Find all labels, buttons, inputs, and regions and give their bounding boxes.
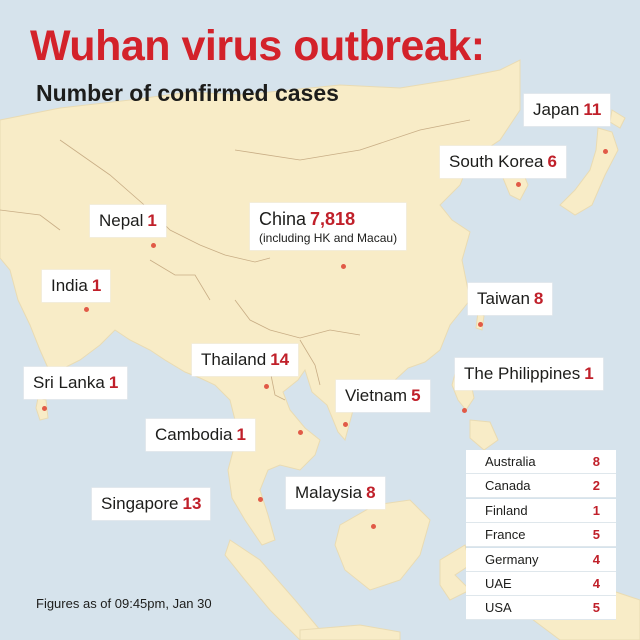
label-cambodia: Cambodia 1 [146,419,255,451]
label-count: 5 [411,386,421,405]
label-name: Taiwan [477,289,530,308]
label-south-korea: South Korea 6 [440,146,566,178]
table-row: France 5 [466,523,616,548]
table-row: USA 5 [466,596,616,621]
country-count: 4 [592,575,600,591]
taiwan-marker [478,322,483,327]
table-row: Australia 8 [466,450,616,474]
page-subtitle: Number of confirmed cases [36,80,339,106]
nepal-marker [151,243,156,248]
singapore-marker [258,497,263,502]
label-count: 8 [366,483,376,502]
label-sri-lanka: Sri Lanka 1 [24,367,128,399]
label-name: Cambodia [155,425,233,444]
thailand-marker [264,384,269,389]
label-malaysia: Malaysia 8 [286,477,385,509]
label-name: Japan [533,100,580,119]
label-philippines: The Philippines 1 [455,358,603,390]
label-name: Malaysia [295,483,363,502]
table-row: Canada 2 [466,474,616,499]
label-name: Singapore [101,494,179,513]
table-row: Finland 1 [466,498,616,523]
label-name: Nepal [99,211,144,230]
malaysia-marker [371,524,376,529]
label-vietnam: Vietnam 5 [336,380,430,412]
label-count: 11 [583,100,602,119]
label-count: 14 [270,350,290,369]
label-count: 8 [533,289,544,308]
label-count: 7,818 [310,209,356,229]
label-note: (including HK and Macau) [259,231,398,245]
table-row: UAE 4 [466,571,616,596]
country-count: 4 [592,551,600,567]
sumatra-island [224,539,321,640]
label-japan: Japan 11 [524,94,611,126]
label-name: Thailand [201,350,267,369]
asia-landmass [0,59,521,546]
label-count: 1 [91,276,102,295]
label-count: 6 [547,152,557,171]
label-taiwan: Taiwan 8 [468,283,553,315]
vietnam-marker [343,422,348,427]
footnote-timestamp: Figures as of 09:45pm, Jan 30 [36,596,212,611]
page-title: Wuhan virus outbreak: [30,22,485,70]
label-count: 1 [147,211,157,230]
country-count: 5 [592,600,600,616]
country-name: France [485,527,526,543]
label-singapore: Singapore 13 [92,488,211,520]
country-name: Canada [485,478,531,494]
philippines-marker [462,408,467,413]
label-thailand: Thailand 14 [192,344,299,376]
country-name: Germany [485,551,539,567]
country-name: Finland [485,502,528,518]
country-name: USA [485,600,512,616]
label-name: Vietnam [345,386,408,405]
cambodia-marker [298,430,303,435]
label-count: 13 [182,494,202,513]
other-countries-table: Australia 8 Canada 2 Finland 1 France 5 … [466,450,616,621]
sri-lanka-marker [42,406,47,411]
label-name: China [259,209,307,229]
borneo-island [334,499,431,591]
label-china: China 7,818 (including HK and Macau) [250,203,407,250]
country-name: UAE [485,575,512,591]
japan-marker [603,149,608,154]
label-count: 1 [108,373,119,392]
country-count: 5 [592,527,600,543]
china-marker [341,264,346,269]
country-count: 1 [592,502,600,518]
label-name: Sri Lanka [33,373,105,392]
label-count: 1 [584,364,594,383]
label-name: The Philippines [464,364,581,383]
india-marker [84,307,89,312]
label-name: India [51,276,88,295]
table-row: Germany 4 [466,547,616,572]
label-count: 1 [236,425,246,444]
country-name: Australia [485,454,536,469]
country-count: 8 [592,454,600,469]
south-korea-marker [516,182,521,187]
label-nepal: Nepal 1 [90,205,166,237]
label-name: South Korea [449,152,544,171]
label-india: India 1 [42,270,111,302]
country-count: 2 [592,478,600,494]
